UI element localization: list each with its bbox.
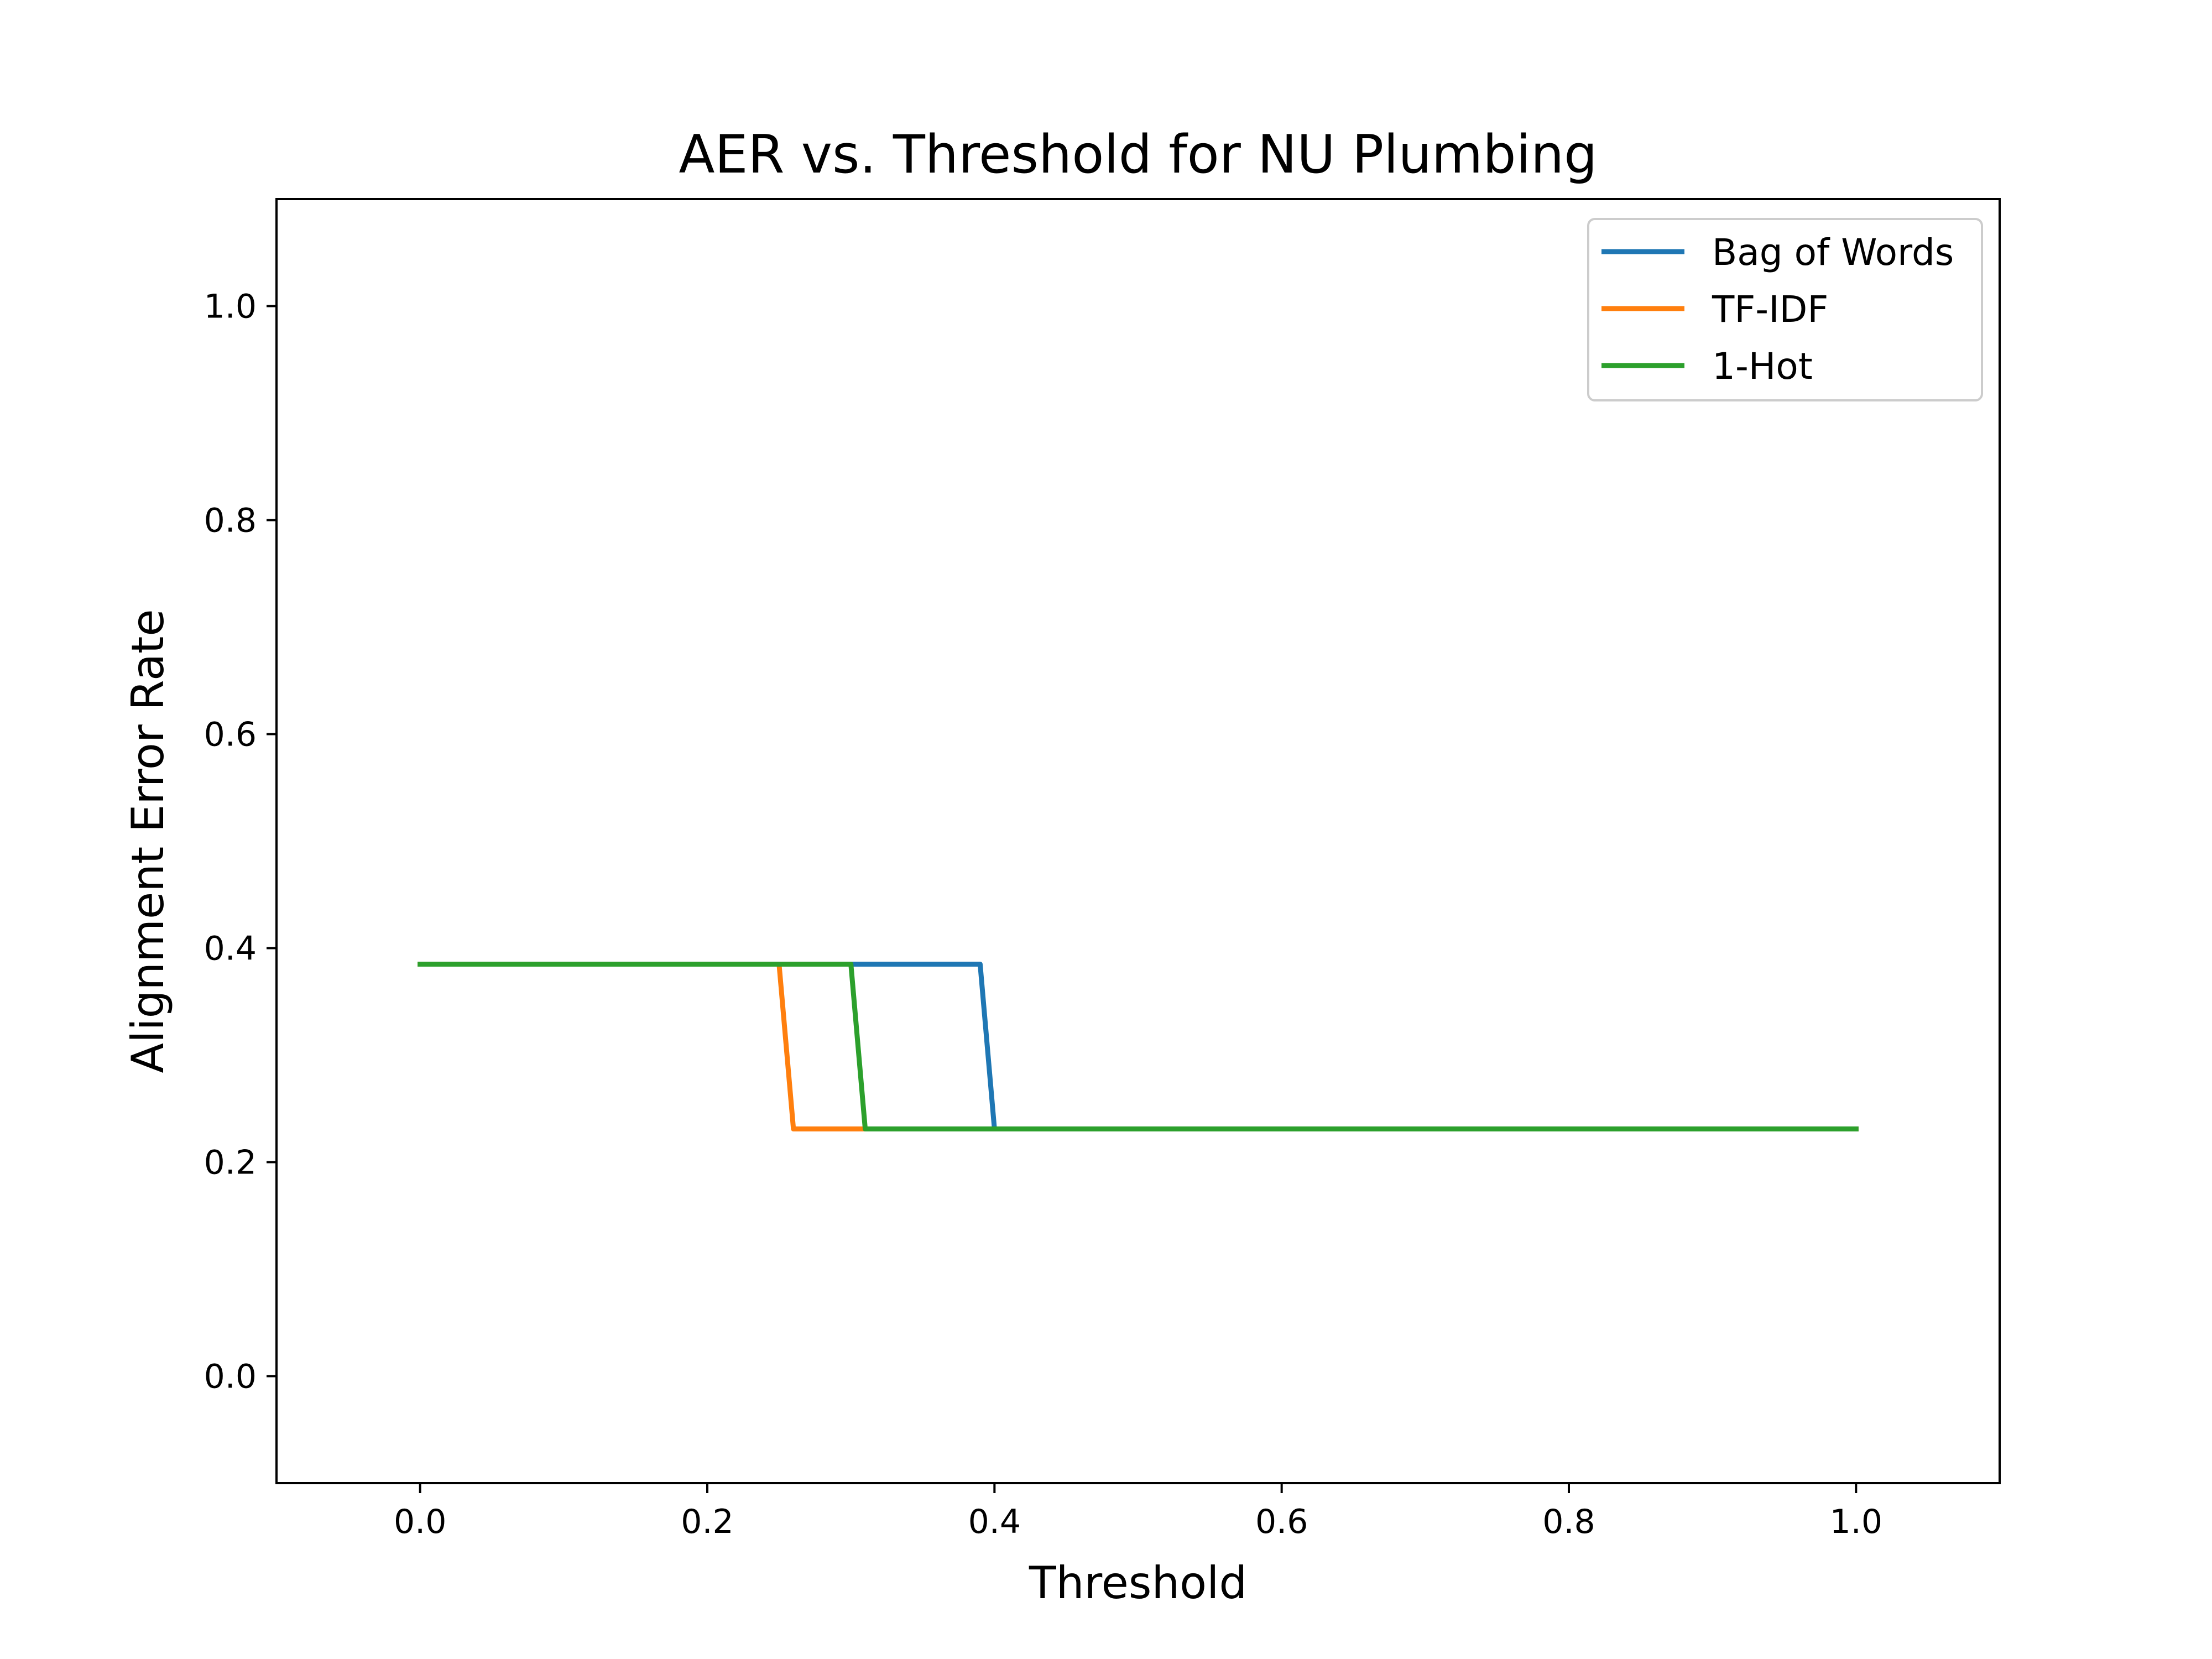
x-tick-label: 0.6: [1255, 1503, 1308, 1541]
y-tick-label: 1.0: [204, 288, 257, 326]
legend: Bag of Words TF-IDF 1-Hot: [1587, 218, 1983, 401]
y-tick-label: 0.0: [204, 1358, 257, 1396]
y-tick-label: 0.6: [204, 716, 257, 754]
x-axis: 0.0 0.2 0.4 0.6 0.8 1.0: [394, 1483, 1882, 1541]
y-tick-label: 0.8: [204, 502, 257, 540]
legend-box: [1587, 218, 1983, 401]
x-tick-label: 0.0: [394, 1503, 446, 1541]
legend-label: TF-IDF: [1712, 288, 1828, 331]
x-axis-label: Threshold: [1029, 1557, 1247, 1609]
x-tick-label: 0.8: [1542, 1503, 1595, 1541]
series-line-1-hot: [418, 962, 1859, 1131]
y-axis: 0.0 0.2 0.4 0.6 0.8 1.0: [204, 288, 276, 1396]
plot-frame: [275, 198, 2001, 1484]
legend-label: 1-Hot: [1712, 345, 1813, 388]
x-tick-label: 1.0: [1830, 1503, 1882, 1541]
y-axis-label: Alignment Error Rate: [122, 609, 174, 1073]
legend-label: Bag of Words: [1712, 231, 1954, 274]
series-layer: [418, 962, 1859, 1131]
y-tick-label: 0.4: [204, 930, 257, 968]
chart-title: AER vs. Threshold for NU Plumbing: [679, 124, 1598, 185]
x-tick-label: 0.2: [681, 1503, 733, 1541]
x-tick-label: 0.4: [968, 1503, 1021, 1541]
y-tick-label: 0.2: [204, 1144, 257, 1182]
